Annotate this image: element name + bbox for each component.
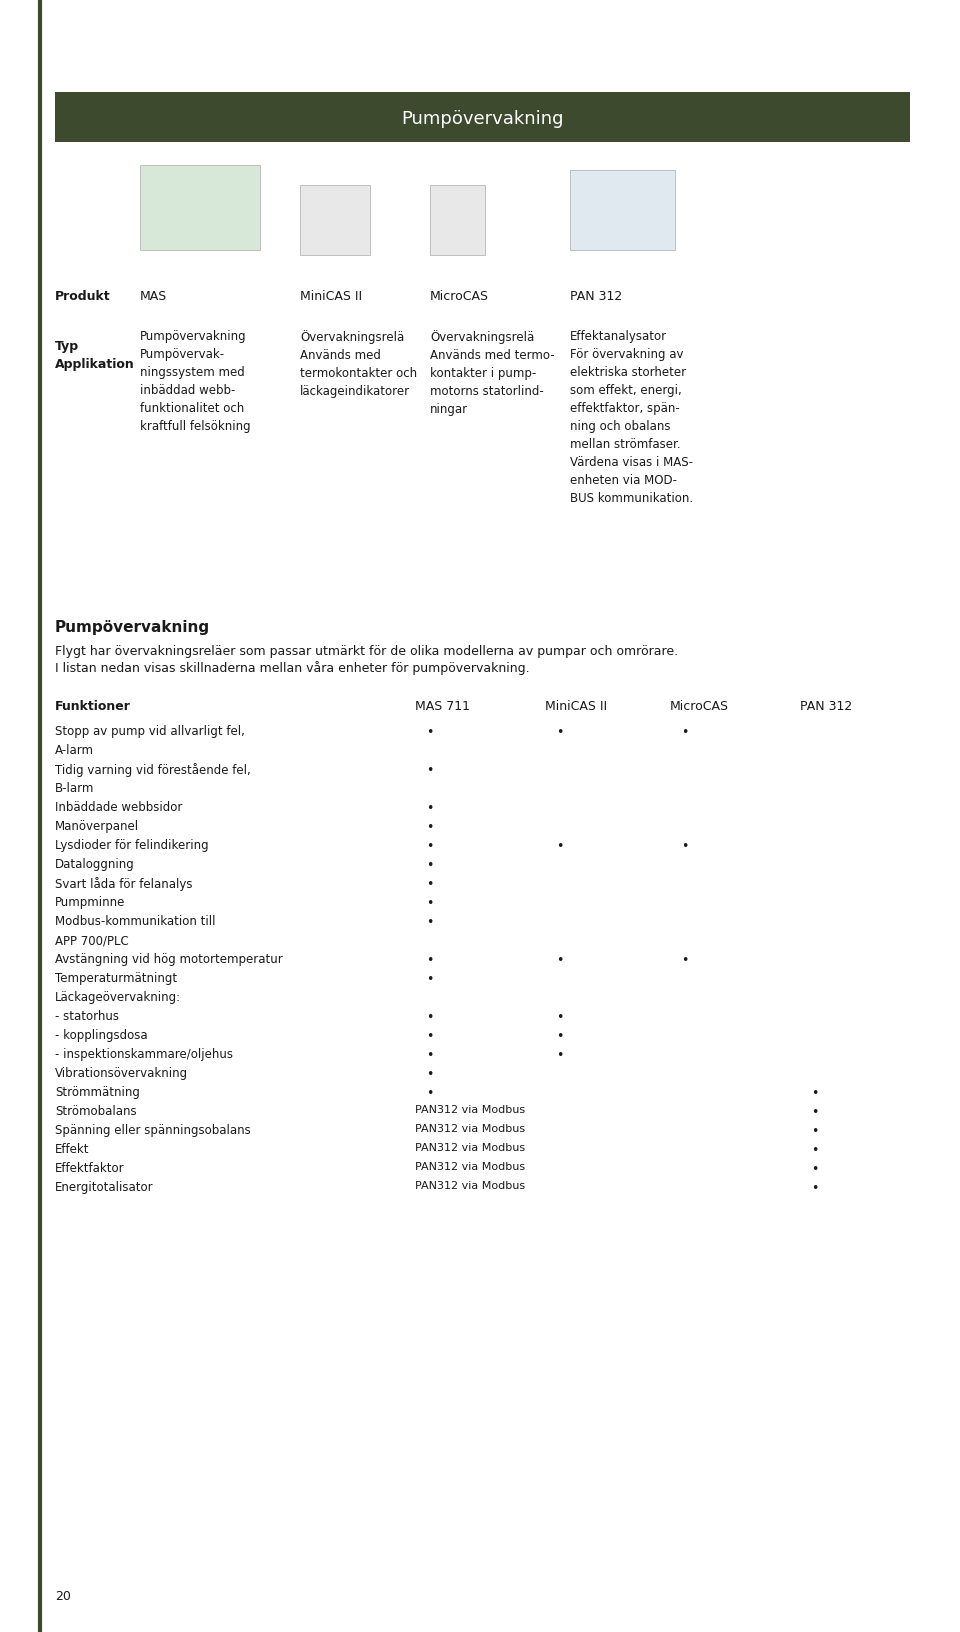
Text: Typ: Typ — [55, 339, 79, 353]
Text: Lysdioder för felindikering: Lysdioder för felindikering — [55, 839, 208, 852]
Text: •: • — [556, 726, 564, 739]
Text: •: • — [426, 973, 434, 986]
Text: Effektanalysator
För övervakning av
elektriska storheter
som effekt, energi,
eff: Effektanalysator För övervakning av elek… — [570, 330, 693, 504]
Text: - statorhus: - statorhus — [55, 1010, 119, 1023]
Text: •: • — [426, 1030, 434, 1043]
Text: Pumpminne: Pumpminne — [55, 896, 126, 909]
Text: •: • — [556, 1030, 564, 1043]
Text: Övervakningsrelä
Används med termo-
kontakter i pump-
motorns statorlind-
ningar: Övervakningsrelä Används med termo- kont… — [430, 330, 555, 416]
Text: B-larm: B-larm — [55, 782, 94, 795]
Text: •: • — [426, 764, 434, 777]
Text: PAN312 via Modbus: PAN312 via Modbus — [415, 1162, 525, 1172]
Text: Vibrationsövervakning: Vibrationsövervakning — [55, 1067, 188, 1080]
Text: •: • — [426, 1067, 434, 1080]
Text: Produkt: Produkt — [55, 290, 110, 304]
Text: •: • — [426, 955, 434, 968]
Bar — [430, 184, 485, 255]
Bar — [140, 165, 260, 250]
Text: Pumpövervakning: Pumpövervakning — [401, 109, 564, 127]
Text: MAS: MAS — [140, 290, 167, 304]
Text: Pumpövervakning: Pumpövervakning — [55, 620, 210, 635]
Text: APP 700/PLC: APP 700/PLC — [55, 934, 129, 947]
Text: I listan nedan visas skillnaderna mellan våra enheter för pumpövervakning.: I listan nedan visas skillnaderna mellan… — [55, 661, 530, 676]
Text: •: • — [811, 1106, 819, 1120]
Text: •: • — [426, 840, 434, 854]
Text: Modbus-kommunikation till: Modbus-kommunikation till — [55, 916, 215, 929]
Text: Effektfaktor: Effektfaktor — [55, 1162, 125, 1175]
Text: Avstängning vid hög motortemperatur: Avstängning vid hög motortemperatur — [55, 953, 283, 966]
Bar — [55, 91, 910, 142]
Text: Funktioner: Funktioner — [55, 700, 131, 713]
Text: •: • — [811, 1144, 819, 1157]
Text: •: • — [682, 726, 688, 739]
Text: Stopp av pump vid allvarligt fel,: Stopp av pump vid allvarligt fel, — [55, 725, 245, 738]
Text: - kopplingsdosa: - kopplingsdosa — [55, 1030, 148, 1041]
Text: PAN312 via Modbus: PAN312 via Modbus — [415, 1124, 525, 1134]
Text: •: • — [682, 955, 688, 968]
Text: Manöverpanel: Manöverpanel — [55, 819, 139, 832]
Text: •: • — [682, 840, 688, 854]
Text: •: • — [811, 1087, 819, 1100]
Text: •: • — [426, 1049, 434, 1062]
Text: •: • — [426, 1087, 434, 1100]
Text: •: • — [426, 878, 434, 891]
Text: Läckageövervakning:: Läckageövervakning: — [55, 991, 181, 1004]
Text: Strömobalans: Strömobalans — [55, 1105, 136, 1118]
Text: 20: 20 — [55, 1590, 71, 1603]
Text: •: • — [556, 1010, 564, 1023]
Text: MicroCAS: MicroCAS — [670, 700, 729, 713]
Text: Dataloggning: Dataloggning — [55, 858, 134, 871]
Text: Effekt: Effekt — [55, 1142, 89, 1155]
Text: •: • — [426, 858, 434, 871]
Text: MicroCAS: MicroCAS — [430, 290, 489, 304]
Text: Pumpövervakning
Pumpövervak-
ningssystem med
inbäddad webb-
funktionalitet och
k: Pumpövervakning Pumpövervak- ningssystem… — [140, 330, 251, 432]
Text: PAN312 via Modbus: PAN312 via Modbus — [415, 1182, 525, 1191]
Text: •: • — [426, 726, 434, 739]
Text: Svart låda för felanalys: Svart låda för felanalys — [55, 876, 193, 891]
Text: PAN312 via Modbus: PAN312 via Modbus — [415, 1142, 525, 1152]
Text: Spänning eller spänningsobalans: Spänning eller spänningsobalans — [55, 1124, 251, 1138]
Text: •: • — [426, 821, 434, 834]
Text: MiniCAS II: MiniCAS II — [300, 290, 362, 304]
Text: A-larm: A-larm — [55, 744, 94, 757]
Text: •: • — [426, 898, 434, 911]
Bar — [300, 184, 370, 255]
Text: •: • — [426, 801, 434, 814]
Text: MiniCAS II: MiniCAS II — [545, 700, 607, 713]
Text: Energitotalisator: Energitotalisator — [55, 1182, 154, 1195]
Text: •: • — [811, 1164, 819, 1177]
Text: PAN312 via Modbus: PAN312 via Modbus — [415, 1105, 525, 1115]
Text: MAS 711: MAS 711 — [415, 700, 470, 713]
Bar — [570, 170, 675, 250]
Text: Flygt har övervakningsreläer som passar utmärkt för de olika modellerna av pumpa: Flygt har övervakningsreläer som passar … — [55, 645, 678, 658]
Text: Applikation: Applikation — [55, 357, 134, 370]
Text: - inspektionskammare/oljehus: - inspektionskammare/oljehus — [55, 1048, 233, 1061]
Text: Tidig varning vid förestående fel,: Tidig varning vid förestående fel, — [55, 764, 251, 777]
Text: •: • — [426, 916, 434, 929]
Text: •: • — [556, 955, 564, 968]
Text: Inbäddade webbsidor: Inbäddade webbsidor — [55, 801, 182, 814]
Text: •: • — [556, 840, 564, 854]
Text: •: • — [556, 1049, 564, 1062]
Text: •: • — [811, 1182, 819, 1195]
Text: •: • — [811, 1124, 819, 1138]
Text: Strömmätning: Strömmätning — [55, 1085, 140, 1098]
Text: Övervakningsrelä
Används med
termokontakter och
läckageindikatorer: Övervakningsrelä Används med termokontak… — [300, 330, 418, 398]
Text: Temperaturmätningt: Temperaturmätningt — [55, 973, 178, 986]
Text: •: • — [426, 1010, 434, 1023]
Text: PAN 312: PAN 312 — [570, 290, 622, 304]
Text: PAN 312: PAN 312 — [800, 700, 852, 713]
